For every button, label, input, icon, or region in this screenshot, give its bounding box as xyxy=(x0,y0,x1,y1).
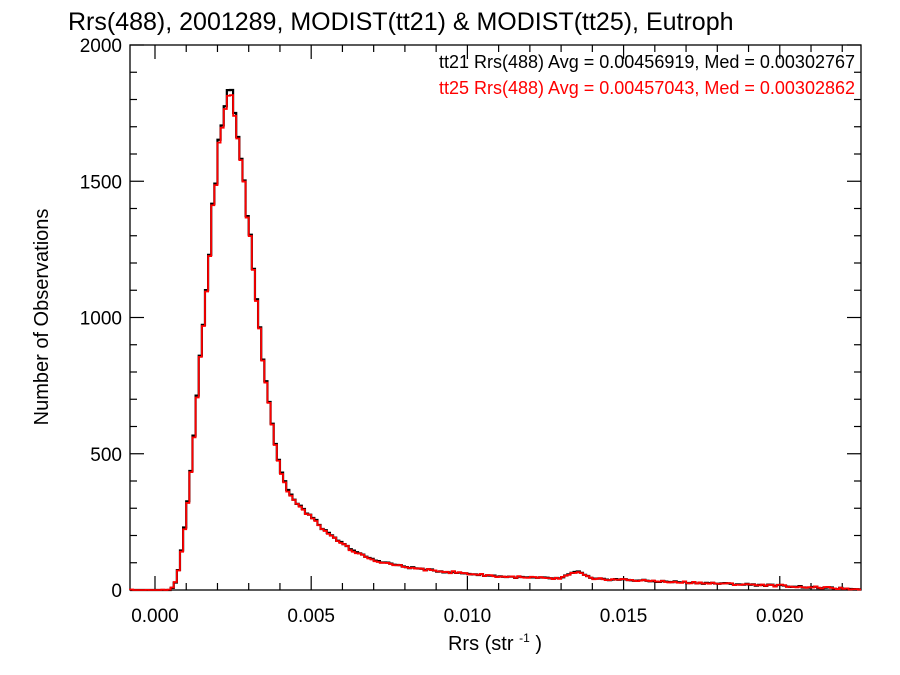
x-tick-label: 0.015 xyxy=(600,606,648,627)
y-tick-label: 1000 xyxy=(80,309,122,330)
y-tick-label: 1500 xyxy=(80,172,122,193)
x-axis-label-main: Rrs (str xyxy=(448,633,514,655)
x-tick-label: 0.020 xyxy=(756,606,804,627)
x-tick-label: 0.000 xyxy=(131,606,179,627)
plot-frame xyxy=(129,44,862,591)
legend-entry-tt21: tt21 Rrs(488) Avg = 0.00456919, Med = 0.… xyxy=(439,52,855,72)
y-tick-label: 0 xyxy=(111,581,122,602)
y-axis-ticks: 0 500 1000 1500 2000 xyxy=(80,36,861,602)
x-axis-label-suffix: ) xyxy=(535,633,542,655)
legend-entry-tt25: tt25 Rrs(488) Avg = 0.00457043, Med = 0.… xyxy=(439,78,855,98)
x-tick-label: 0.005 xyxy=(287,606,335,627)
chart-title: Rrs(488), 2001289, MODIST(tt21) & MODIST… xyxy=(68,8,734,36)
series-line-tt21 xyxy=(130,88,861,592)
x-tick-label: 0.010 xyxy=(444,606,492,627)
y-tick-label: 500 xyxy=(90,445,122,466)
series-layer xyxy=(129,88,861,592)
x-axis-ticks: 0.000 0.005 0.010 0.015 0.020 xyxy=(131,45,843,627)
x-axis-label: Rrs (str -1 ) xyxy=(448,625,542,655)
y-tick-label: 2000 xyxy=(80,36,122,57)
y-axis-label: Number of Observations xyxy=(31,209,53,426)
x-axis-label-superscript: -1 xyxy=(519,631,530,645)
series-line-tt25 xyxy=(129,94,861,591)
